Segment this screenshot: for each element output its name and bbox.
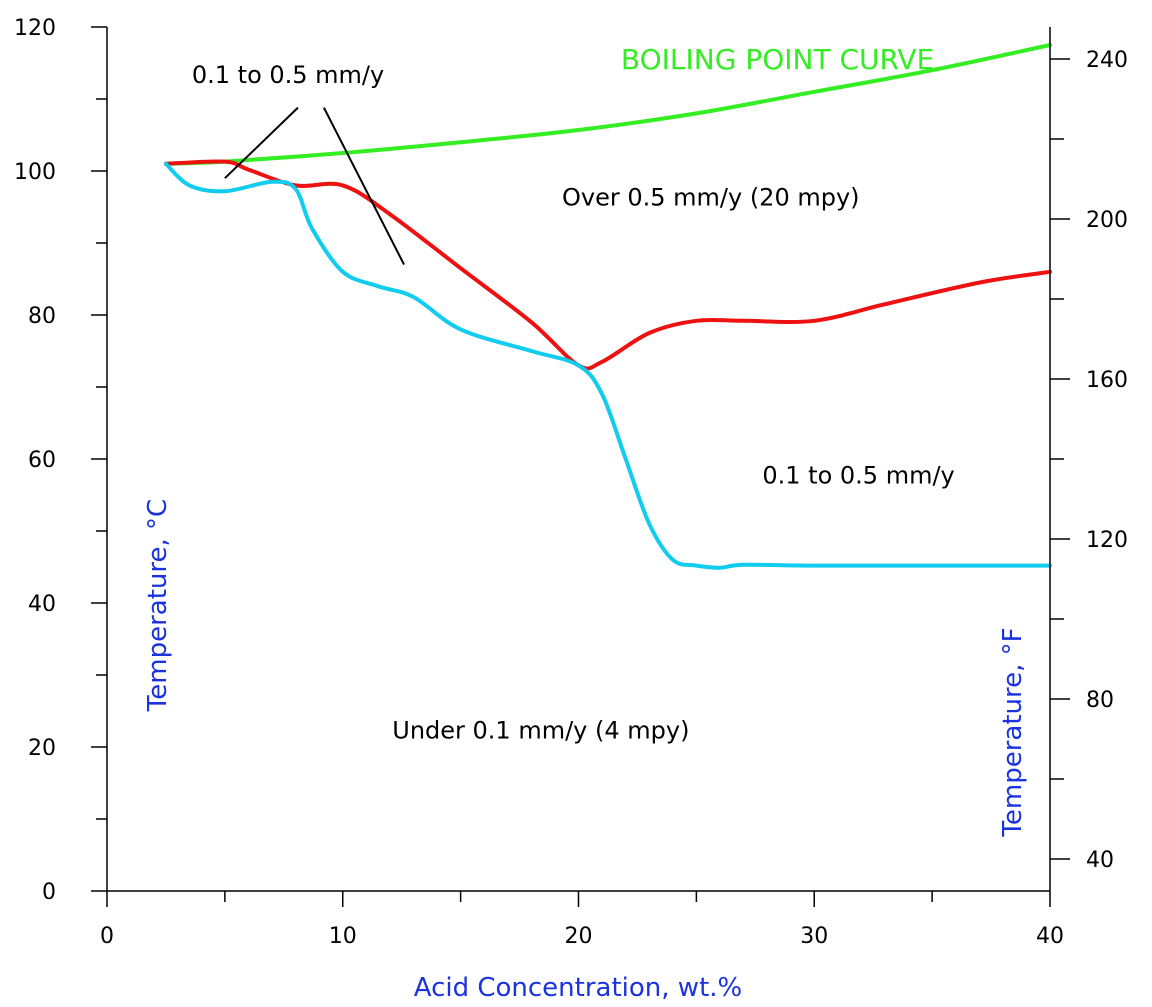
y-right-tick-label: 240 xyxy=(1086,48,1128,73)
y-axis-title-left: Temperature, °C xyxy=(143,499,173,712)
annotations: BOILING POINT CURVE 0.1 to 0.5 mm/y Over 0… xyxy=(192,43,955,745)
y-right-tick-label: 200 xyxy=(1086,208,1128,233)
annotation-leader-line xyxy=(322,107,405,266)
under-0-1-label: Under 0.1 mm/y (4 mpy) xyxy=(392,716,689,744)
x-tick-label: 20 xyxy=(565,924,593,949)
y-left-tick-label: 120 xyxy=(14,16,56,41)
y-right-tick-label: 120 xyxy=(1086,528,1128,553)
y-left-tick-label: 60 xyxy=(28,448,56,473)
range-label-top: 0.1 to 0.5 mm/y xyxy=(192,61,384,89)
axes: 0 10 20 30 40 0 20 40 60 80 100 120 40 80 120 160 200 240 xyxy=(14,16,1128,949)
y-left-tick-label: 0 xyxy=(42,880,56,905)
x-tick-label: 40 xyxy=(1036,924,1064,949)
y-right-tick-label: 80 xyxy=(1086,688,1114,713)
x-axis-title: Acid Concentration, wt.% xyxy=(414,973,743,1003)
annotation-leader-line xyxy=(224,106,299,179)
y-left-tick-label: 80 xyxy=(28,304,56,329)
range-label-right: 0.1 to 0.5 mm/y xyxy=(762,461,954,489)
y-left-tick-label: 100 xyxy=(14,160,56,185)
boiling-point-curve xyxy=(163,43,1052,166)
y-left-tick-label: 20 xyxy=(28,736,56,761)
boiling-point-label: BOILING POINT CURVE xyxy=(621,43,934,76)
y-axis-title-right: Temperature, °F xyxy=(998,627,1028,837)
y-left-tick-label: 40 xyxy=(28,592,56,617)
y-right-tick-label: 160 xyxy=(1086,368,1128,393)
x-tick-label: 30 xyxy=(800,924,828,949)
x-tick-label: 0 xyxy=(100,924,114,949)
x-tick-label: 10 xyxy=(329,924,357,949)
y-right-tick-label: 40 xyxy=(1086,848,1114,873)
over-0-5-label: Over 0.5 mm/y (20 mpy) xyxy=(562,184,860,212)
isocorrosion-0-1-curve xyxy=(163,161,1052,570)
plot-lines xyxy=(163,43,1052,570)
